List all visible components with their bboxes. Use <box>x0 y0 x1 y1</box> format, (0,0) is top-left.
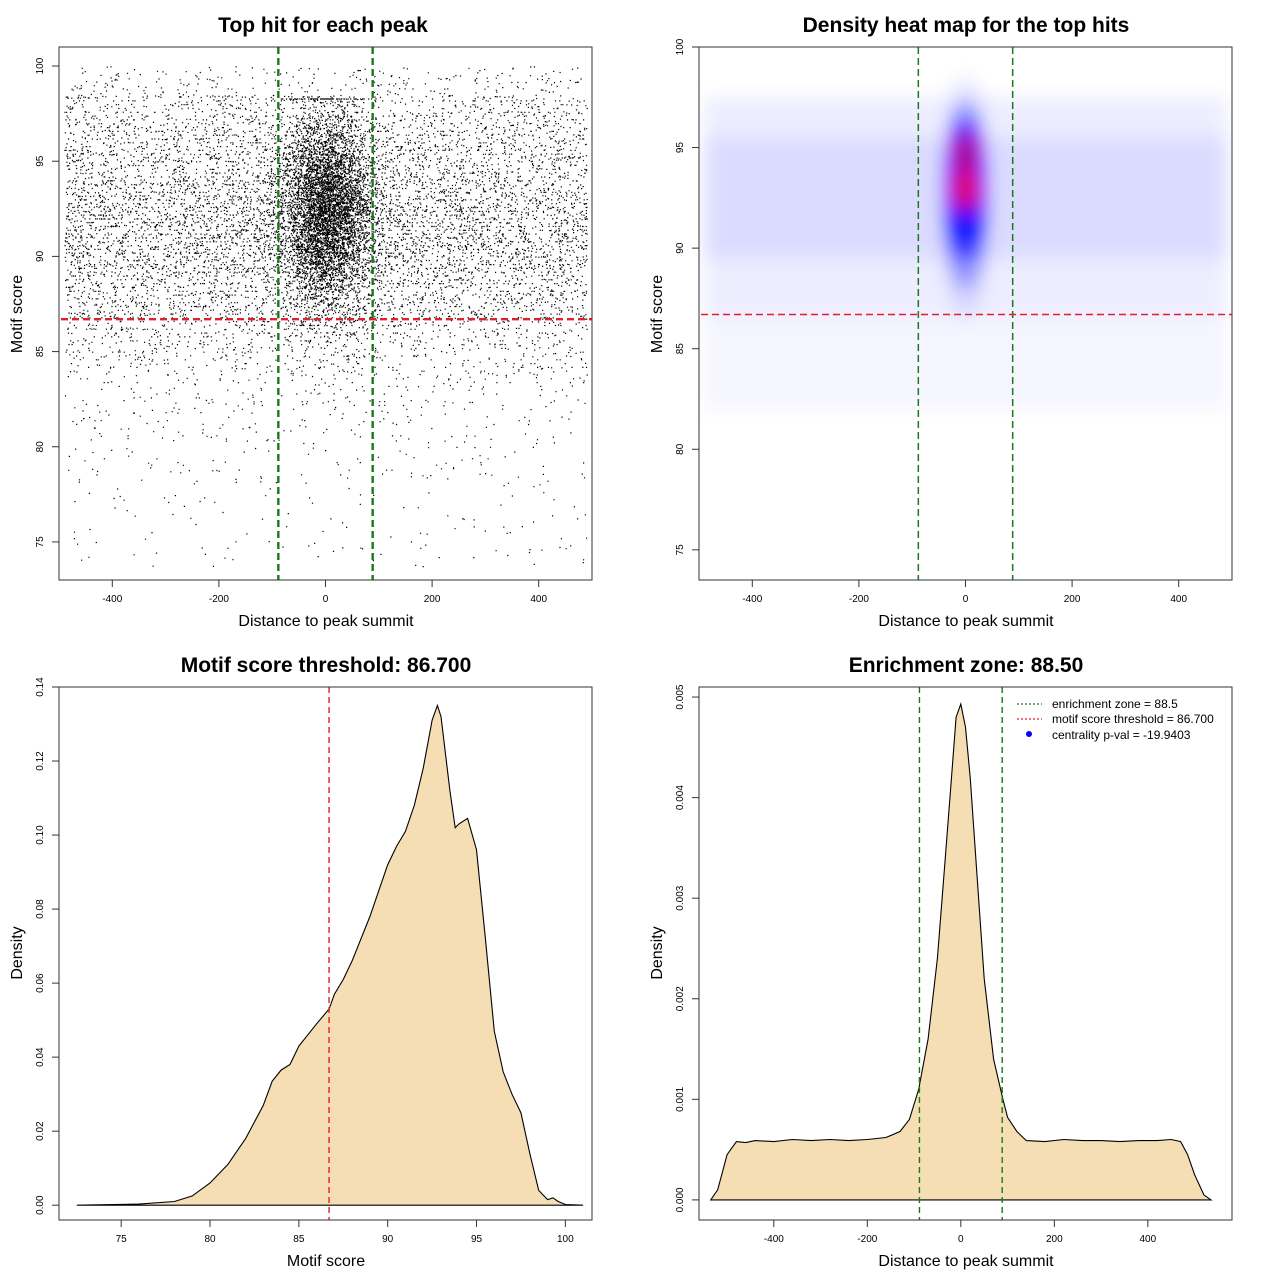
score-density-x-tick-label: 90 <box>382 1234 394 1245</box>
scatter-y-tick-label: 85 <box>35 346 46 358</box>
distance-density-curve <box>709 702 1213 1201</box>
scatter-point-cloud <box>64 66 588 568</box>
heatmap-density-blob <box>956 135 975 172</box>
distance-density-y-ticks: 0.000 0.001 0.002 0.003 0.004 0.005 <box>675 684 699 1212</box>
score-density-x-tick-label: 75 <box>116 1234 128 1245</box>
heatmap-x-tick-label: -200 <box>849 594 869 605</box>
panel-distance-density: Enrichment zone: 88.50 -400 -200 0 200 400 0… <box>649 654 1233 1270</box>
score-density-y-tick-label: 0.04 <box>35 1047 46 1067</box>
distance-density-y-tick-label: 0.000 <box>675 1187 686 1212</box>
scatter-x-tick-label: 0 <box>323 594 329 605</box>
scatter-y-tick-label: 80 <box>35 441 46 453</box>
scatter-x-label: Distance to peak summit <box>238 613 414 630</box>
scatter-lines <box>59 47 592 580</box>
score-density-x-tick-label: 80 <box>204 1234 216 1245</box>
panel-heatmap: Density heat map for the top hits -400 -2… <box>649 14 1233 630</box>
score-density-y-tick-label: 0.08 <box>35 899 46 919</box>
heatmap-title: Density heat map for the top hits <box>803 14 1130 37</box>
heatmap-y-ticks: 75 80 85 90 95 100 <box>675 38 699 555</box>
distance-density-x-label: Distance to peak summit <box>878 1253 1054 1270</box>
score-density-area <box>76 703 584 1206</box>
distance-density-y-tick-label: 0.002 <box>675 986 686 1011</box>
heatmap-density <box>704 77 1227 410</box>
score-density-curve <box>76 703 584 1206</box>
heatmap-x-tick-label: 200 <box>1064 594 1081 605</box>
score-density-fill <box>76 705 584 1206</box>
heatmap-x-ticks: -400 -200 0 200 400 <box>742 580 1187 605</box>
scatter-x-tick-label: 200 <box>424 594 441 605</box>
panel-scatter: Top hit for each peak -400 -200 0 200 400 75… <box>9 14 593 630</box>
legend-label-centrality: centrality p-val = -19.9403 <box>1052 728 1191 742</box>
distance-density-area <box>709 702 1213 1201</box>
score-density-y-tick-label: 0.02 <box>35 1121 46 1141</box>
score-density-y-tick-label: 0.12 <box>35 751 46 771</box>
distance-density-y-tick-label: 0.003 <box>675 885 686 910</box>
distance-density-y-tick-label: 0.001 <box>675 1086 686 1111</box>
score-density-y-tick-label: 0.10 <box>35 825 46 845</box>
scatter-y-ticks: 75 80 85 90 95 100 <box>35 57 59 547</box>
score-density-x-label: Motif score <box>287 1253 365 1270</box>
legend: enrichment zone = 88.5 motif score thres… <box>1017 697 1214 742</box>
heatmap-y-tick-label: 80 <box>675 443 686 455</box>
distance-density-x-tick-label: -200 <box>857 1234 877 1245</box>
legend-label-motif-threshold: motif score threshold = 86.700 <box>1052 712 1214 726</box>
score-density-y-tick-label: 0.00 <box>35 1195 46 1215</box>
scatter-y-tick-label: 100 <box>35 57 46 74</box>
heatmap-lines <box>699 47 1232 580</box>
scatter-x-tick-label: -400 <box>102 594 122 605</box>
score-density-y-tick-label: 0.06 <box>35 973 46 993</box>
score-density-title: Motif score threshold: 86.700 <box>181 654 472 677</box>
scatter-points <box>64 66 588 568</box>
scatter-title: Top hit for each peak <box>218 14 428 37</box>
heatmap-x-tick-label: -400 <box>742 594 762 605</box>
legend-label-enrichment-zone: enrichment zone = 88.5 <box>1052 697 1178 711</box>
scatter-x-tick-label: 400 <box>530 594 547 605</box>
scatter-y-label: Motif score <box>9 275 26 353</box>
score-density-y-tick-label: 0.14 <box>35 677 46 697</box>
heatmap-x-tick-label: 0 <box>963 594 969 605</box>
distance-density-x-tick-label: -400 <box>764 1234 784 1245</box>
distance-density-fill <box>710 704 1211 1200</box>
heatmap-density-blob <box>955 165 976 210</box>
distance-density-y-label: Density <box>649 926 666 979</box>
scatter-y-tick-label: 95 <box>35 155 46 167</box>
heatmap-x-tick-label: 400 <box>1170 594 1187 605</box>
score-density-y-ticks: 0.00 0.02 0.04 0.06 0.08 0.10 0.12 0.14 <box>35 677 59 1215</box>
heatmap-y-tick-label: 75 <box>675 544 686 556</box>
distance-density-x-tick-label: 200 <box>1046 1234 1063 1245</box>
heatmap-y-label: Motif score <box>649 275 666 353</box>
score-density-y-label: Density <box>9 926 26 979</box>
distance-density-y-tick-label: 0.004 <box>675 785 686 810</box>
distance-density-x-tick-label: 0 <box>958 1234 964 1245</box>
scatter-x-tick-label: -200 <box>209 594 229 605</box>
legend-dot-centrality <box>1026 731 1032 737</box>
heatmap-density-band <box>704 318 1227 410</box>
score-density-x-ticks: 75 80 85 90 95 100 <box>116 1220 574 1245</box>
distance-density-title: Enrichment zone: 88.50 <box>849 654 1084 677</box>
distance-density-x-tick-label: 400 <box>1139 1234 1156 1245</box>
heatmap-y-tick-label: 85 <box>675 343 686 355</box>
score-density-x-tick-label: 95 <box>471 1234 483 1245</box>
scatter-x-ticks: -400 -200 0 200 400 <box>102 580 547 605</box>
scatter-y-tick-label: 90 <box>35 250 46 262</box>
scatter-y-tick-label: 75 <box>35 536 46 548</box>
scatter-plot-frame <box>58 46 593 581</box>
heatmap-x-label: Distance to peak summit <box>878 613 1054 630</box>
score-density-plot-frame <box>58 686 593 1221</box>
heatmap-y-tick-label: 95 <box>675 142 686 154</box>
heatmap-blobs <box>704 77 1227 410</box>
panel-score-density: Motif score threshold: 86.700 75 80 85 90 95… <box>9 654 593 1270</box>
score-density-x-tick-label: 85 <box>293 1234 305 1245</box>
distance-density-y-tick-label: 0.005 <box>675 684 686 709</box>
distance-density-x-ticks: -400 -200 0 200 400 <box>764 1220 1157 1245</box>
heatmap-y-tick-label: 100 <box>675 38 686 55</box>
distance-density-lines <box>918 687 1003 1220</box>
heatmap-y-tick-label: 90 <box>675 242 686 254</box>
score-density-x-tick-label: 100 <box>557 1234 574 1245</box>
distance-density-plot-frame <box>698 686 1233 1221</box>
